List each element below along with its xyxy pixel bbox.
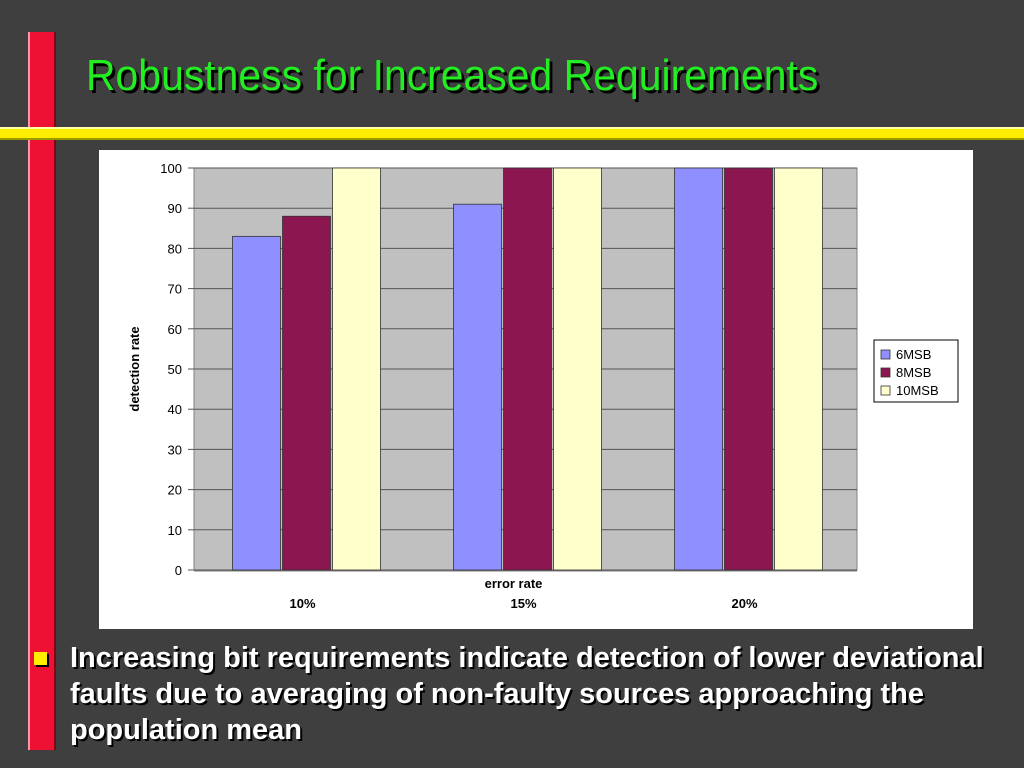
bullet-square-icon (34, 652, 47, 665)
bar-8msb-1 (282, 215, 331, 571)
legend-label-10msb: 10MSB (896, 383, 939, 398)
bar-6msb-3 (674, 167, 723, 571)
bar-6msb-1 (232, 235, 281, 571)
y-axis-title: detection rate (127, 326, 142, 411)
legend-swatch-10msb (880, 385, 891, 396)
y-tick-label: 30 (168, 442, 182, 457)
bar-10msb-3 (774, 167, 823, 571)
legend-label-6msb: 6MSB (896, 347, 931, 362)
y-tick-label: 60 (168, 322, 182, 337)
bar-chart: 0 10 20 30 40 50 60 70 80 90 100 10% 15% 20% error rat… (127, 161, 959, 611)
y-tick-label: 10 (168, 523, 182, 538)
bar-10msb-2 (553, 167, 602, 571)
y-tick-label: 40 (168, 402, 182, 417)
bullet-list: Increasing bit requirements indicate det… (34, 640, 1014, 760)
bar-8msb-3 (724, 167, 773, 571)
bar-6msb-2 (453, 203, 502, 571)
y-tick-label: 100 (160, 161, 182, 176)
x-axis-title: error rate (485, 576, 543, 591)
legend-swatch-6msb (880, 349, 891, 360)
legend-swatch-8msb (880, 367, 891, 378)
bar-10msb-1 (332, 167, 381, 571)
left-accent-bar (28, 32, 56, 750)
x-tick-label: 15% (510, 596, 536, 611)
y-tick-label: 0 (175, 563, 182, 578)
chart-panel: 0 10 20 30 40 50 60 70 80 90 100 10% 15% 20% error rat… (99, 150, 973, 629)
legend-label-8msb: 8MSB (896, 365, 931, 380)
bar-8msb-2 (503, 167, 552, 571)
x-tick-label: 20% (731, 596, 757, 611)
y-tick-label: 70 (168, 282, 182, 297)
y-tick-label: 20 (168, 483, 182, 498)
x-tick-label: 10% (289, 596, 315, 611)
title-underline (0, 127, 1024, 140)
y-tick-label: 80 (168, 241, 182, 256)
y-tick-label: 90 (168, 201, 182, 216)
slide-title: Robustness for Increased Requirements (86, 51, 819, 100)
bullet-text: Increasing bit requirements indicate det… (70, 642, 984, 746)
y-tick-label: 50 (168, 362, 182, 377)
